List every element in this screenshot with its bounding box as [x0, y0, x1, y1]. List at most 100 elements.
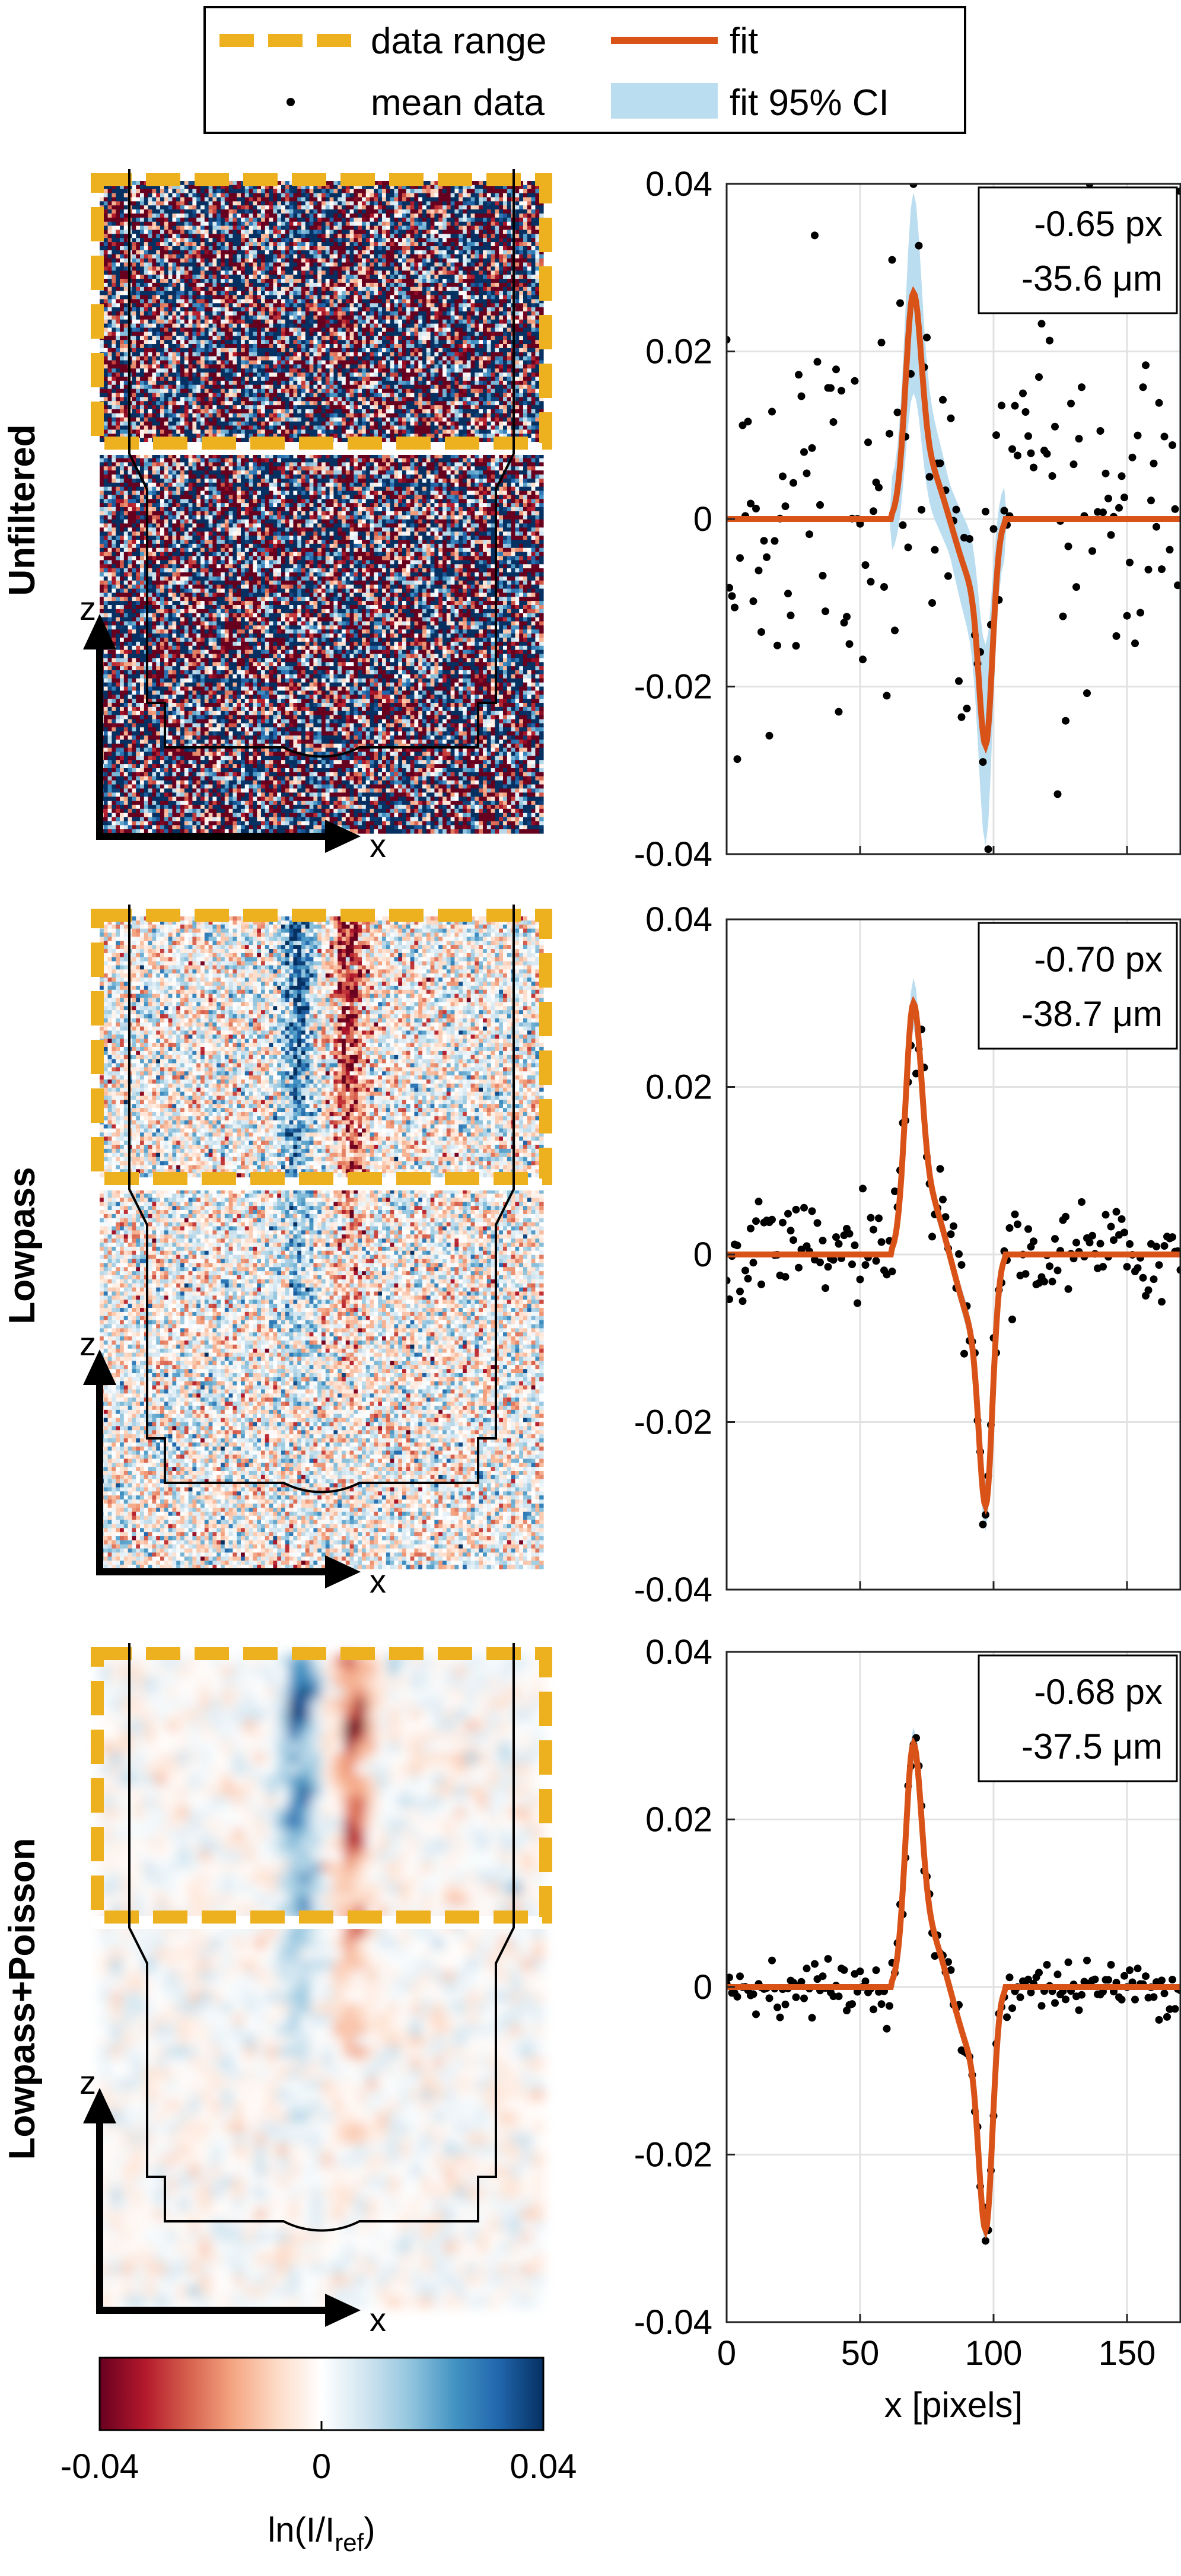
z-axis-label: z — [79, 1325, 96, 1362]
annotation-line: -35.6 μm — [1021, 259, 1163, 298]
y-tick-label: -0.02 — [634, 668, 712, 706]
shift-annotation: -0.70 px-38.7 μm — [979, 923, 1177, 1049]
colorbar: -0.04 0 0.04 ln(I/Iref) — [61, 2358, 577, 2556]
data-point — [825, 1263, 832, 1271]
y-tick-label: -0.04 — [634, 835, 712, 874]
data-point — [776, 2014, 784, 2021]
data-point — [1008, 2004, 1016, 2012]
data-point — [859, 655, 867, 663]
data-point — [1011, 402, 1019, 410]
data-point — [1161, 1242, 1169, 1250]
data-point — [1134, 1964, 1142, 1972]
data-point — [1040, 1278, 1048, 1285]
data-point — [1153, 1243, 1160, 1250]
data-point — [1123, 1263, 1131, 1271]
data-point — [870, 507, 877, 515]
data-point — [947, 415, 955, 422]
data-point — [811, 1960, 819, 1968]
data-point — [1142, 361, 1150, 369]
data-point — [1062, 1213, 1069, 1221]
y-tick-label: -0.02 — [634, 2136, 712, 2174]
data-point — [889, 1268, 896, 1275]
colorbar-tick-label-zero: 0 — [312, 2447, 331, 2486]
row-label-unfiltered: Unfiltered — [2, 424, 43, 596]
data-point — [958, 714, 966, 721]
data-point — [1083, 1957, 1091, 1964]
data-point — [1118, 1996, 1126, 2004]
data-point — [1147, 496, 1155, 504]
data-point — [1139, 383, 1147, 391]
heatmap-unfiltered: zx — [79, 169, 552, 864]
data-point — [790, 1236, 797, 1244]
y-tick-label: 0 — [693, 1968, 712, 2007]
data-point — [755, 1198, 763, 1205]
data-point — [1118, 472, 1126, 480]
data-point — [1153, 523, 1160, 531]
data-point — [739, 1297, 747, 1305]
data-point — [1126, 559, 1134, 566]
data-point — [744, 418, 752, 425]
data-point — [825, 1955, 832, 1963]
data-point — [1142, 1972, 1150, 1980]
data-point — [1043, 1961, 1051, 1969]
data-point — [1078, 1991, 1085, 1999]
data-point — [891, 626, 899, 634]
data-point — [1006, 1224, 1014, 1232]
data-point — [827, 384, 835, 392]
data-point — [800, 448, 808, 456]
data-point — [896, 300, 904, 307]
x-tick-label: 100 — [965, 2334, 1023, 2373]
data-point — [1065, 543, 1072, 550]
y-tick-label: -0.04 — [634, 1571, 712, 1609]
data-point — [1030, 464, 1037, 472]
data-point — [963, 705, 971, 712]
data-point — [1024, 1225, 1032, 1233]
annotation-line: -0.70 px — [1034, 940, 1163, 979]
data-point — [736, 1972, 744, 1980]
data-point — [1115, 504, 1123, 512]
data-point — [1022, 1270, 1030, 1278]
data-point — [1169, 441, 1176, 449]
data-point — [875, 1214, 883, 1222]
data-point — [1017, 1994, 1024, 2001]
x-axis-label: x — [370, 1562, 386, 1600]
data-point — [1088, 547, 1096, 555]
data-point — [1158, 1298, 1166, 1305]
row-label-lowpass: Lowpass — [2, 1167, 43, 1324]
data-point — [1078, 1198, 1085, 1206]
data-point — [944, 572, 952, 580]
data-point — [734, 755, 741, 763]
data-point — [1120, 1972, 1128, 1980]
data-point — [1172, 2005, 1179, 2013]
data-point — [811, 231, 819, 239]
data-point — [728, 592, 736, 600]
data-point — [918, 506, 925, 514]
data-point — [1155, 2016, 1163, 2024]
data-point — [1062, 1995, 1069, 2003]
data-point — [1102, 470, 1110, 477]
data-point — [835, 1240, 843, 1248]
data-point — [1172, 505, 1179, 513]
data-point — [889, 256, 896, 264]
data-point — [1019, 390, 1027, 397]
data-point — [760, 537, 768, 545]
data-point — [1158, 565, 1166, 573]
data-point — [870, 1226, 877, 1234]
data-point — [814, 358, 822, 366]
data-point — [979, 758, 987, 766]
data-point — [766, 1994, 773, 2002]
data-point — [843, 613, 851, 620]
data-point — [1137, 609, 1144, 617]
data-point — [1054, 1970, 1062, 1978]
data-point — [992, 431, 1000, 439]
data-point — [741, 1267, 749, 1275]
data-point — [1134, 1264, 1142, 1272]
data-point — [1035, 1969, 1043, 1976]
data-point — [1011, 1211, 1019, 1218]
data-point — [1107, 1223, 1115, 1231]
data-point — [1072, 583, 1080, 591]
data-point — [1150, 1275, 1158, 1283]
heatmap-lowpass: zx — [79, 905, 552, 1600]
data-point — [771, 537, 779, 545]
